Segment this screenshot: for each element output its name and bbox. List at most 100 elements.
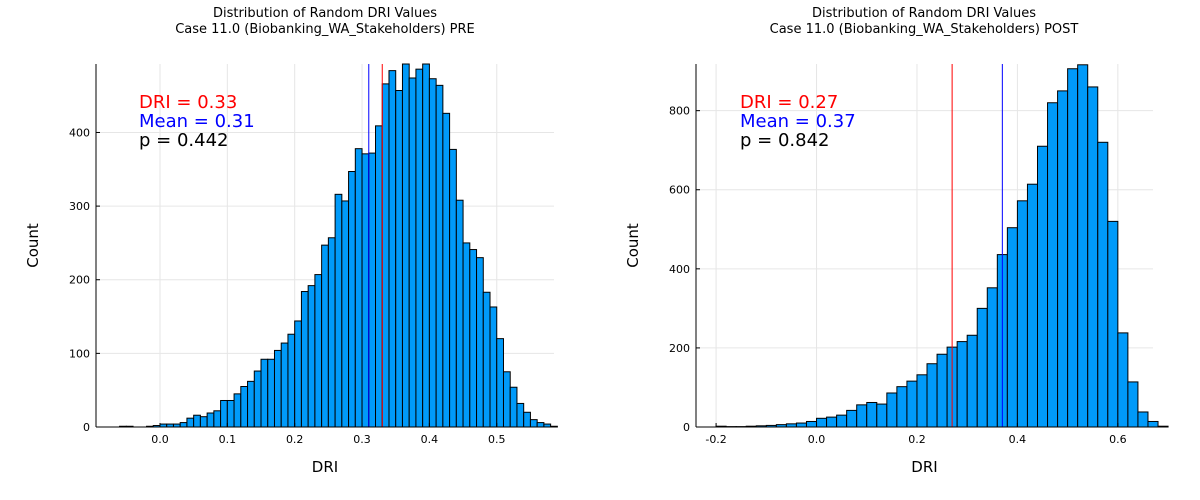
histogram-bar xyxy=(1117,332,1129,428)
annotation-2: p = 0.842 xyxy=(740,130,829,151)
histogram-bar xyxy=(247,380,255,428)
histogram-bar xyxy=(496,338,504,428)
histogram-bar xyxy=(226,399,235,428)
y-tick-label: 800 xyxy=(669,105,690,118)
histogram-bar xyxy=(449,148,457,428)
histogram-bar xyxy=(476,257,484,428)
histogram-bar xyxy=(280,342,289,428)
histogram-bar xyxy=(294,320,302,428)
histogram-bar xyxy=(193,414,201,428)
histogram-bar xyxy=(856,404,868,428)
x-tick-label: 0.5 xyxy=(488,433,506,446)
y-tick-label: 100 xyxy=(69,347,90,360)
histogram-bar xyxy=(1087,86,1099,428)
histogram-bar xyxy=(395,90,403,428)
histogram-bar xyxy=(489,306,498,428)
histogram-bar xyxy=(1026,183,1038,428)
histogram-bar xyxy=(536,422,545,428)
x-tick-label: 0.3 xyxy=(353,433,371,446)
y-axis-label: Count xyxy=(24,223,42,268)
chart-title-line-1: Case 11.0 (Biobanking_WA_Stakeholders) P… xyxy=(175,22,475,37)
histogram-bar xyxy=(375,125,383,428)
histogram-bar xyxy=(936,353,948,428)
x-tick-label: 0.4 xyxy=(1009,433,1027,446)
histogram-bar xyxy=(986,287,998,428)
histogram-bar xyxy=(1047,102,1059,428)
histogram-bar xyxy=(876,403,888,428)
y-tick-label: 300 xyxy=(69,200,90,213)
histogram-bar xyxy=(287,333,296,428)
y-tick-label: 0 xyxy=(683,421,690,434)
histogram-bar xyxy=(368,152,377,428)
histogram-bar xyxy=(220,399,228,428)
histogram-bar xyxy=(307,285,316,428)
y-tick-label: 600 xyxy=(669,184,690,197)
histogram-bar xyxy=(361,153,370,428)
histogram-bar xyxy=(273,349,282,428)
histogram-bar xyxy=(1077,64,1089,428)
histogram-bar xyxy=(240,386,249,428)
histogram-bar xyxy=(926,363,938,428)
histogram-bar xyxy=(482,291,491,428)
y-tick-label: 400 xyxy=(69,126,90,139)
histogram-bar xyxy=(1057,90,1069,428)
histogram-bar xyxy=(1067,68,1079,428)
y-tick-label: 200 xyxy=(669,342,690,355)
histogram-bar xyxy=(267,358,275,428)
histogram-bar xyxy=(442,112,451,428)
histogram-bar xyxy=(1127,381,1139,428)
histogram-bar xyxy=(906,380,918,428)
histogram-bar xyxy=(388,70,397,428)
chart-title-line-1: Case 11.0 (Biobanking_WA_Stakeholders) P… xyxy=(770,22,1079,37)
histogram-bar xyxy=(213,410,222,428)
histogram-bar xyxy=(966,334,978,428)
histogram-bar xyxy=(341,200,350,428)
histogram-bar xyxy=(1036,145,1049,428)
y-tick-label: 200 xyxy=(69,274,90,287)
chart-title-line-0: Distribution of Random DRI Values xyxy=(213,6,437,21)
histogram-bar xyxy=(502,371,511,428)
chart-title-line-0: Distribution of Random DRI Values xyxy=(812,6,1036,21)
histogram-bar xyxy=(816,417,828,428)
histogram-bar xyxy=(321,244,329,428)
histogram-bar xyxy=(795,422,807,428)
y-axis-label: Count xyxy=(624,223,642,268)
histogram-bar xyxy=(523,411,531,428)
histogram-bar xyxy=(327,237,336,428)
histogram-bar xyxy=(529,419,538,428)
histogram-bar xyxy=(381,83,390,428)
histogram-bar xyxy=(348,171,356,428)
histogram-bar xyxy=(260,358,269,428)
histogram-bar xyxy=(1016,200,1028,428)
x-tick-label: 0.4 xyxy=(421,433,439,446)
histogram-bar xyxy=(826,416,838,428)
histogram-bar xyxy=(435,84,444,428)
histogram-bar xyxy=(866,401,878,428)
histogram-bar xyxy=(846,409,858,428)
y-tick-label: 400 xyxy=(669,263,690,276)
histogram-bar xyxy=(1107,220,1119,428)
histogram-bar xyxy=(509,386,518,428)
histogram-bar xyxy=(469,249,478,428)
histogram-bar xyxy=(300,291,309,428)
histogram-bar xyxy=(354,148,363,428)
histogram-bar xyxy=(516,402,525,428)
histogram-bar xyxy=(916,374,928,428)
annotation-0: DRI = 0.33 xyxy=(139,92,237,113)
histogram-bar xyxy=(253,370,262,428)
x-axis-label: DRI xyxy=(911,458,937,476)
histogram-bar xyxy=(415,68,424,428)
x-tick-label: 0.6 xyxy=(1109,433,1127,446)
x-tick-label: 0.2 xyxy=(908,433,926,446)
histogram-bar xyxy=(401,63,410,428)
histogram-bar xyxy=(836,414,848,428)
histogram-bar xyxy=(956,341,968,428)
histogram-bar xyxy=(186,417,195,428)
histogram-bar xyxy=(422,63,430,428)
y-tick-label: 0 xyxy=(83,421,90,434)
annotation-2: p = 0.442 xyxy=(139,130,228,151)
histogram-bar xyxy=(1157,425,1169,428)
x-tick-label: 0.0 xyxy=(151,433,169,446)
histogram-bar xyxy=(233,393,242,428)
